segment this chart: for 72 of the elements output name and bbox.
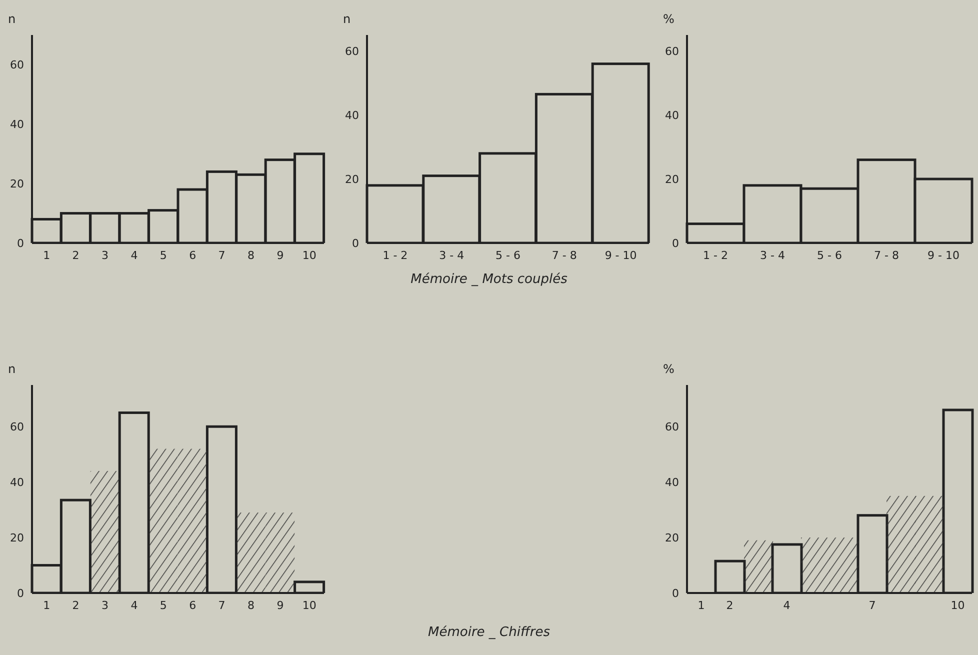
y-tick-label: 40 bbox=[10, 118, 24, 132]
x-tick-label: 1 bbox=[698, 598, 705, 612]
y-tick-label: 0 bbox=[672, 236, 679, 250]
bar bbox=[744, 540, 773, 593]
y-axis-title: n bbox=[343, 12, 351, 26]
x-tick-label: 3 bbox=[102, 248, 108, 262]
x-tick-label: 1 - 2 bbox=[382, 248, 408, 262]
x-tick-label: 2 bbox=[72, 248, 80, 262]
bar bbox=[148, 448, 178, 593]
x-tick-label: 1 bbox=[43, 598, 50, 612]
bar bbox=[886, 496, 916, 593]
bar bbox=[915, 496, 944, 593]
bar bbox=[266, 512, 295, 593]
x-tick-label: 5 bbox=[160, 598, 167, 612]
x-tick-label: 7 bbox=[218, 248, 226, 262]
y-tick-label: 60 bbox=[665, 420, 679, 434]
x-tick-label: 9 - 10 bbox=[604, 248, 637, 262]
y-tick-label: 20 bbox=[665, 531, 679, 544]
y-axis-title: n bbox=[8, 362, 16, 376]
x-tick-label: 1 bbox=[43, 248, 50, 262]
bar bbox=[830, 538, 858, 593]
y-tick-label: 0 bbox=[17, 586, 24, 600]
y-axis-title: % bbox=[663, 362, 674, 376]
x-tick-label: 10 bbox=[302, 598, 316, 612]
x-tick-label: 9 - 10 bbox=[928, 248, 960, 262]
x-tick-label: 2 bbox=[72, 598, 80, 612]
x-tick-label: 8 bbox=[248, 248, 254, 262]
x-tick-label: 3 - 4 bbox=[760, 248, 785, 262]
y-tick-label: 20 bbox=[10, 177, 24, 190]
x-tick-label: 8 bbox=[248, 598, 254, 612]
y-tick-label: 60 bbox=[345, 44, 359, 58]
x-tick-label: 6 bbox=[189, 598, 196, 612]
x-tick-label: 5 - 6 bbox=[496, 248, 520, 262]
x-tick-label: 3 bbox=[102, 598, 108, 612]
y-tick-label: 60 bbox=[10, 420, 24, 434]
x-tick-label: 6 bbox=[189, 248, 196, 262]
y-tick-label: 20 bbox=[345, 172, 359, 186]
x-tick-label: 5 bbox=[160, 248, 167, 262]
x-tick-label: 7 - 8 bbox=[552, 248, 577, 262]
y-tick-label: 20 bbox=[665, 172, 679, 186]
x-tick-label: 2 bbox=[726, 598, 734, 612]
y-tick-label: 40 bbox=[665, 108, 679, 122]
x-tick-label: 4 bbox=[130, 248, 138, 262]
y-axis-title: % bbox=[663, 12, 674, 26]
x-tick-label: 7 bbox=[868, 598, 876, 612]
x-tick-label: 5 - 6 bbox=[817, 248, 842, 262]
bar bbox=[178, 448, 207, 593]
x-tick-label: 1 - 2 bbox=[703, 248, 728, 262]
x-tick-label: 3 - 4 bbox=[439, 248, 464, 262]
text: Mémoire _ Mots couplés bbox=[410, 272, 568, 287]
y-tick-label: 40 bbox=[10, 476, 24, 489]
x-tick-label: 7 bbox=[218, 598, 226, 612]
y-tick-label: 40 bbox=[345, 108, 359, 122]
y-tick-label: 0 bbox=[17, 236, 24, 250]
y-tick-label: 40 bbox=[665, 476, 679, 489]
y-axis-title: n bbox=[8, 12, 16, 26]
x-tick-label: 9 bbox=[276, 248, 284, 262]
y-tick-label: 60 bbox=[10, 58, 24, 72]
x-tick-label: 10 bbox=[302, 248, 316, 262]
x-tick-label: 4 bbox=[130, 598, 138, 612]
x-tick-label: 9 bbox=[276, 598, 284, 612]
bar bbox=[90, 470, 120, 593]
y-tick-label: 0 bbox=[352, 236, 359, 250]
bar bbox=[801, 538, 830, 593]
y-tick-label: 0 bbox=[672, 586, 679, 600]
y-tick-label: 20 bbox=[10, 531, 24, 544]
x-tick-label: 4 bbox=[783, 598, 790, 612]
bar bbox=[236, 512, 266, 593]
text: Mémoire _ Chiffres bbox=[427, 625, 551, 640]
y-tick-label: 60 bbox=[665, 44, 679, 58]
x-tick-label: 10 bbox=[950, 598, 965, 612]
x-tick-label: 7 - 8 bbox=[874, 248, 899, 262]
